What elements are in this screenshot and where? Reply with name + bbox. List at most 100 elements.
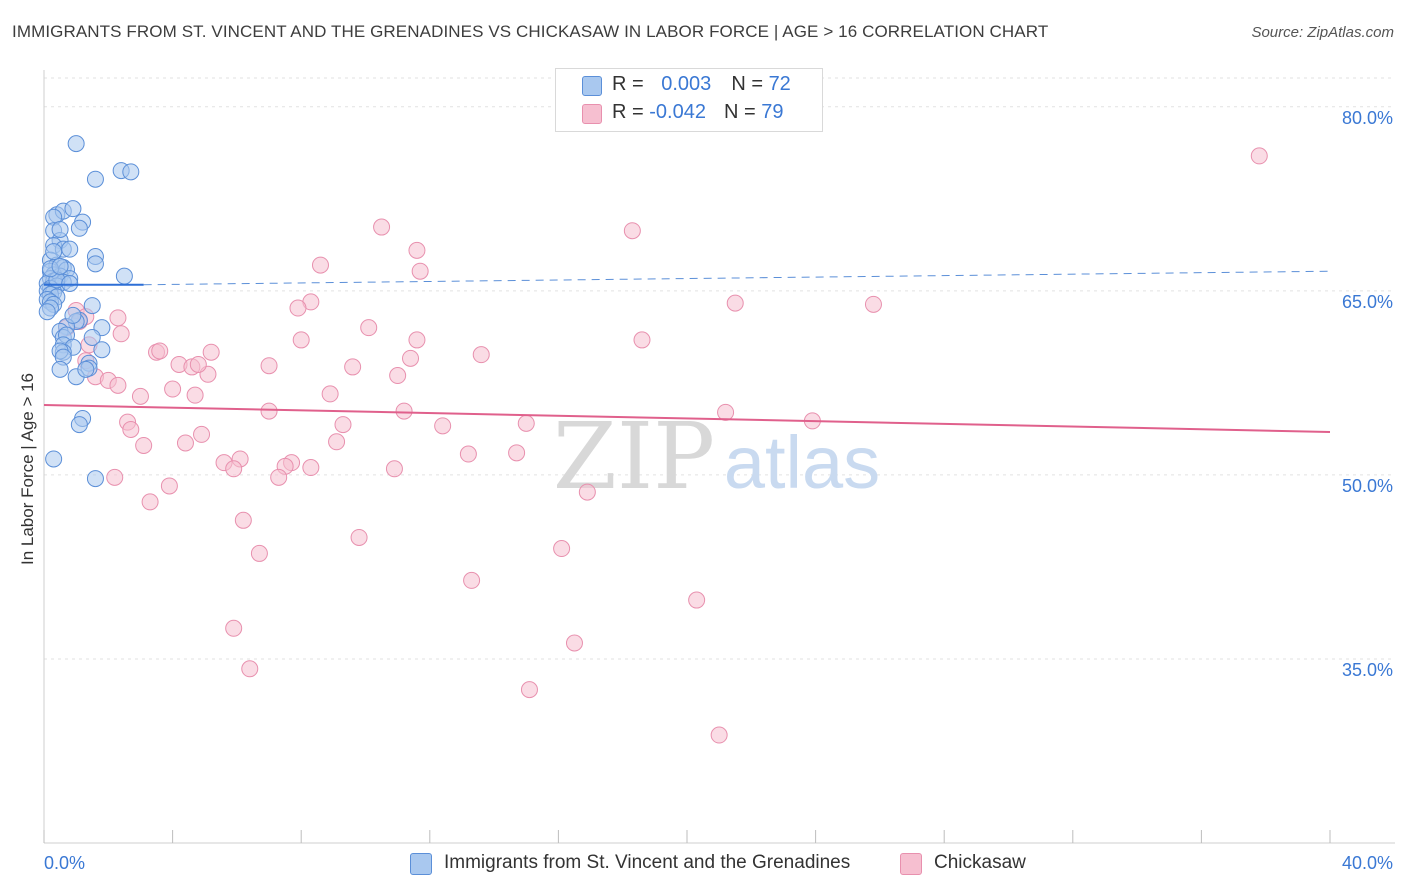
data-point-immigrants xyxy=(93,341,111,359)
data-point-chickasaw xyxy=(395,402,413,420)
data-point-chickasaw xyxy=(189,355,207,373)
data-point-chickasaw xyxy=(633,331,651,349)
data-point-chickasaw xyxy=(109,309,127,327)
data-point-chickasaw xyxy=(112,325,130,343)
data-point-immigrants xyxy=(86,170,104,188)
data-point-chickasaw xyxy=(186,386,204,404)
data-point-chickasaw xyxy=(517,414,535,432)
data-point-chickasaw xyxy=(321,385,339,403)
data-point-chickasaw xyxy=(250,544,268,562)
data-point-chickasaw xyxy=(260,357,278,375)
data-point-immigrants xyxy=(64,306,82,324)
trend-line-immigrants-extension xyxy=(143,270,1331,286)
data-point-chickasaw xyxy=(202,343,220,361)
data-point-chickasaw xyxy=(520,681,538,699)
legend-swatch-blue xyxy=(582,76,602,96)
legend-r-value: 0.003 xyxy=(661,73,712,95)
data-point-chickasaw xyxy=(270,468,288,486)
data-point-chickasaw xyxy=(710,726,728,744)
data-points xyxy=(38,135,1268,744)
y-tick-label: 80.0% xyxy=(1342,108,1393,128)
x-tick-label: 0.0% xyxy=(44,853,85,873)
data-point-chickasaw xyxy=(131,387,149,405)
data-point-immigrants xyxy=(83,297,101,315)
data-point-chickasaw xyxy=(463,571,481,589)
data-point-immigrants xyxy=(70,219,88,237)
watermark-atlas: atlas xyxy=(724,421,880,504)
legend-n-value: 79 xyxy=(761,101,784,123)
data-point-chickasaw xyxy=(234,511,252,529)
data-point-immigrants xyxy=(115,267,133,285)
data-point-chickasaw xyxy=(389,367,407,385)
legend-r-label: R = xyxy=(612,73,650,95)
data-point-immigrants xyxy=(77,360,95,378)
data-point-chickasaw xyxy=(717,403,735,421)
data-point-chickasaw xyxy=(726,294,744,312)
data-point-chickasaw xyxy=(360,319,378,337)
x-tick-label: 40.0% xyxy=(1342,853,1393,873)
data-point-chickasaw xyxy=(411,262,429,280)
data-point-immigrants xyxy=(51,257,69,275)
data-point-immigrants xyxy=(67,135,85,153)
data-point-immigrants xyxy=(86,470,104,488)
data-point-immigrants xyxy=(61,240,79,258)
stats-legend: R = 0.003 N = 72 R = -0.042 N = 79 xyxy=(555,68,823,132)
trend-lines xyxy=(43,270,1331,433)
data-point-chickasaw xyxy=(302,459,320,477)
data-point-chickasaw xyxy=(289,299,307,317)
trend-line-chickasaw xyxy=(43,403,1331,433)
data-point-immigrants xyxy=(86,255,104,273)
data-point-immigrants xyxy=(38,303,56,321)
data-point-chickasaw xyxy=(328,433,346,451)
legend-label-chickasaw: Chickasaw xyxy=(934,852,1026,873)
data-point-chickasaw xyxy=(225,619,243,637)
data-point-chickasaw xyxy=(109,376,127,394)
data-point-chickasaw xyxy=(122,421,140,439)
data-point-chickasaw xyxy=(434,417,452,435)
data-point-chickasaw xyxy=(578,483,596,501)
data-point-chickasaw xyxy=(623,222,641,240)
y-axis-label: In Labor Force | Age > 16 xyxy=(18,372,37,565)
data-point-chickasaw xyxy=(385,460,403,478)
data-point-chickasaw xyxy=(373,218,391,236)
data-point-chickasaw xyxy=(141,493,159,511)
y-tick-label: 65.0% xyxy=(1342,292,1393,312)
legend-r-value: -0.042 xyxy=(649,101,706,123)
data-point-chickasaw xyxy=(553,540,571,558)
data-point-immigrants xyxy=(122,163,140,181)
data-point-chickasaw xyxy=(408,331,426,349)
data-point-chickasaw xyxy=(193,425,211,443)
legend-r-label: R = xyxy=(612,101,650,123)
data-point-chickasaw xyxy=(311,256,329,274)
y-tick-label: 35.0% xyxy=(1342,660,1393,680)
data-point-chickasaw xyxy=(176,434,194,452)
axes xyxy=(43,70,1395,844)
data-point-immigrants xyxy=(51,221,69,239)
legend-swatch-blue xyxy=(410,853,432,875)
data-point-chickasaw xyxy=(160,477,178,495)
data-point-chickasaw xyxy=(508,444,526,462)
legend-swatch-pink xyxy=(900,853,922,875)
data-point-chickasaw xyxy=(472,346,490,364)
data-point-chickasaw xyxy=(164,380,182,398)
data-point-chickasaw xyxy=(135,436,153,454)
gridlines xyxy=(44,77,1395,660)
legend-n-label: N = xyxy=(731,73,769,95)
data-point-chickasaw xyxy=(344,358,362,376)
data-point-chickasaw xyxy=(688,591,706,609)
legend-n-value: 72 xyxy=(768,73,791,95)
data-point-chickasaw xyxy=(864,295,882,313)
data-point-chickasaw xyxy=(260,402,278,420)
data-point-chickasaw xyxy=(225,460,243,478)
data-point-chickasaw xyxy=(106,468,124,486)
data-point-immigrants xyxy=(64,200,82,218)
data-point-chickasaw xyxy=(334,416,352,434)
data-point-immigrants xyxy=(51,360,69,378)
data-point-chickasaw xyxy=(292,331,310,349)
data-point-immigrants xyxy=(45,450,63,468)
data-point-chickasaw xyxy=(402,349,420,367)
data-point-chickasaw xyxy=(241,660,259,678)
legend-label-immigrants: Immigrants from St. Vincent and the Gren… xyxy=(444,852,851,873)
data-point-immigrants xyxy=(61,274,79,292)
